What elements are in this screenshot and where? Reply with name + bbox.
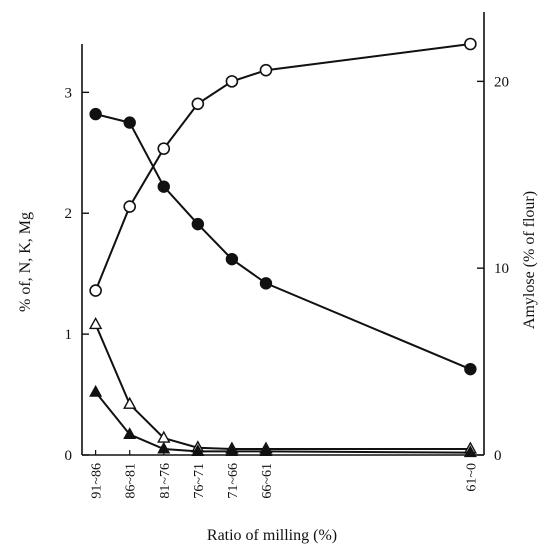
- data-point-filled-triangle: [191, 444, 205, 456]
- y-tick-label-left: 3: [65, 85, 73, 101]
- data-point-open-circle: [225, 75, 239, 88]
- data-point-filled-circle: [464, 362, 477, 376]
- y-tick-label-right: 10: [494, 261, 509, 277]
- data-point-filled-triangle: [123, 427, 137, 440]
- data-point-open-triangle: [88, 316, 103, 330]
- data-point-open-circle: [259, 63, 273, 77]
- y-tick-label-left: 2: [65, 206, 73, 222]
- data-point-filled-triangle: [157, 441, 171, 454]
- data-point-open-circle: [191, 97, 205, 111]
- data-point-filled-triangle: [89, 384, 103, 397]
- y-tick-label-right: 20: [494, 74, 509, 90]
- data-point-filled-triangle: [463, 445, 477, 458]
- data-point-open-circle: [157, 142, 171, 155]
- x-tick-label: 86~81: [124, 463, 139, 499]
- data-point-open-circle: [123, 200, 136, 213]
- axes: 0 1 2 3 0 10 20 91~86 86~81 81~76 76~71 71~66 66~61 6…: [65, 12, 509, 499]
- y-axis-label-left: % of, N, K, Mg: [17, 212, 34, 312]
- data-point-open-circle: [464, 37, 477, 51]
- data-point-filled-circle: [89, 107, 102, 121]
- data-point-filled-circle: [259, 277, 273, 290]
- data-point-filled-triangle: [259, 444, 273, 456]
- x-tick-label: 81~76: [158, 463, 173, 499]
- data-point-filled-circle: [157, 180, 170, 193]
- y-tick-label-left: 0: [65, 448, 73, 464]
- x-tick-label: 91~86: [90, 463, 105, 499]
- data-point-open-triangle: [123, 396, 137, 409]
- y-tick-label-left: 1: [65, 327, 73, 343]
- series-line: [94, 324, 471, 450]
- y-axis-label-right: Amylose (% of flour): [521, 191, 538, 329]
- series-line: [95, 113, 471, 371]
- data-point-open-circle: [89, 284, 102, 297]
- series-line: [94, 391, 471, 454]
- x-tick-label: 61~0: [464, 463, 479, 492]
- x-tick-label: 66~61: [260, 463, 275, 499]
- data-point-filled-triangle: [225, 444, 239, 456]
- series-layer: [88, 37, 478, 458]
- data-point-filled-circle: [191, 217, 205, 231]
- data-point-filled-circle: [225, 252, 239, 266]
- x-tick-label: 71~66: [226, 463, 241, 499]
- y-tick-label-right: 0: [494, 448, 502, 464]
- x-axis-label: Ratio of milling (%): [207, 527, 337, 544]
- x-tick-label: 76~71: [192, 463, 207, 499]
- series-line: [94, 43, 471, 291]
- data-point-filled-circle: [123, 116, 136, 129]
